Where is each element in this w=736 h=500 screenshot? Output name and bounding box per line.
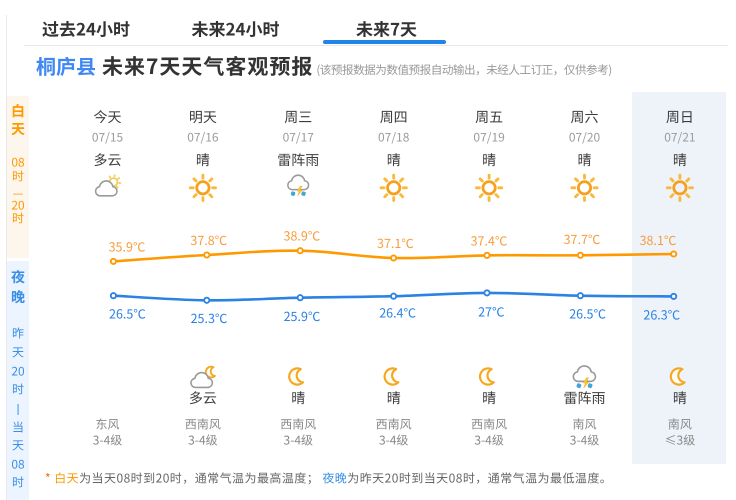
svg-text:26.4℃: 26.4℃ [379, 303, 416, 322]
svg-text:37.4℃: 37.4℃ [471, 231, 508, 250]
svg-text:37.7℃: 37.7℃ [564, 229, 601, 248]
svg-text:26.5℃: 26.5℃ [569, 303, 606, 322]
svg-text:25.3℃: 25.3℃ [191, 308, 228, 327]
svg-text:26.3℃: 26.3℃ [643, 305, 680, 324]
svg-text:27℃: 27℃ [478, 302, 504, 321]
svg-text:37.8℃: 37.8℃ [190, 230, 227, 249]
svg-text:25.9℃: 25.9℃ [284, 306, 321, 325]
svg-text:38.1℃: 38.1℃ [640, 230, 677, 249]
svg-text:37.1℃: 37.1℃ [377, 233, 414, 252]
svg-text:35.9℃: 35.9℃ [109, 236, 146, 255]
svg-text:26.5℃: 26.5℃ [109, 303, 146, 322]
svg-text:38.9℃: 38.9℃ [284, 226, 321, 245]
